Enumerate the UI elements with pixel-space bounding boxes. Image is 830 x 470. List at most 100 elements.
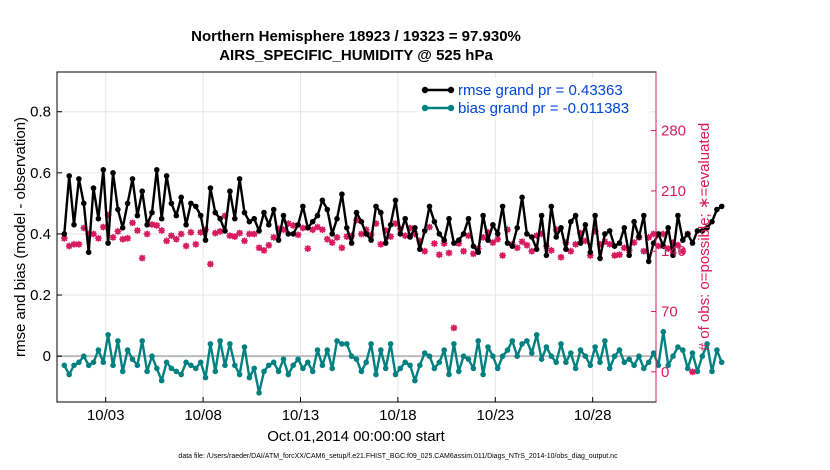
bias-point xyxy=(158,377,165,384)
rmse-point xyxy=(66,173,72,179)
bias-point xyxy=(519,341,525,347)
bias-point xyxy=(66,371,72,378)
bias-point xyxy=(480,371,486,378)
rmse-point xyxy=(397,231,404,237)
bias-point xyxy=(650,350,657,356)
bias-point xyxy=(290,362,297,369)
rmse-point xyxy=(426,203,433,210)
rmse-point xyxy=(543,252,550,259)
bias-line xyxy=(63,330,723,394)
bias-point xyxy=(699,353,706,360)
obs-point xyxy=(260,246,268,254)
obs-point-ring xyxy=(232,233,238,240)
rmse-point xyxy=(241,209,248,216)
rmse-point xyxy=(417,246,423,252)
rmse-point xyxy=(441,237,448,243)
obs-point xyxy=(679,247,687,255)
obs-point-ring xyxy=(514,245,520,251)
obs-point-ring xyxy=(329,239,335,246)
rmse-point xyxy=(154,167,160,173)
bias-point xyxy=(592,344,598,350)
rmse-point xyxy=(582,222,589,228)
bias-point xyxy=(665,362,671,369)
obs-point xyxy=(245,230,253,238)
bias-point xyxy=(329,365,336,372)
rmse-point xyxy=(558,225,564,231)
rmse-point xyxy=(85,249,92,256)
obs-point xyxy=(606,240,614,248)
obs-point-ring xyxy=(490,239,496,246)
bias-point xyxy=(436,359,443,366)
obs-point xyxy=(655,242,662,250)
bias-point xyxy=(309,368,316,375)
obs-point-ring xyxy=(334,234,340,241)
rmse-point xyxy=(538,212,545,219)
obs-point-ring xyxy=(495,236,501,242)
obs-point-ring xyxy=(236,230,243,236)
rmse-point xyxy=(412,225,418,231)
rmse-point xyxy=(616,240,623,246)
obs-point-ring xyxy=(616,251,623,258)
rmse-point xyxy=(329,231,336,237)
rmse-point xyxy=(344,225,350,231)
rmse-point xyxy=(368,237,374,243)
obs-point xyxy=(323,235,331,243)
rmse-point xyxy=(202,237,209,243)
bias-point xyxy=(548,353,555,360)
rmse-point xyxy=(499,203,506,210)
rmse-point xyxy=(641,212,647,219)
bias-point xyxy=(71,362,77,369)
rmse-point xyxy=(675,212,681,219)
bias-point xyxy=(251,365,257,372)
rmse-point xyxy=(358,218,365,225)
bias-point xyxy=(577,347,584,353)
obs-point-ring xyxy=(144,231,150,237)
obs-point-ring xyxy=(436,251,442,258)
bias-point xyxy=(709,368,715,375)
rmse-line xyxy=(63,168,723,263)
rmse-point xyxy=(548,203,555,210)
rmse-point xyxy=(319,197,326,204)
bias-point xyxy=(154,365,160,372)
rmse-point xyxy=(217,215,223,222)
rmse-point xyxy=(407,234,413,240)
bias-point xyxy=(61,362,68,369)
bias-point xyxy=(275,368,282,375)
bias-point xyxy=(655,362,662,369)
bias-point xyxy=(694,368,701,375)
rmse-point xyxy=(261,209,267,216)
obs-point xyxy=(640,247,648,255)
obs-point xyxy=(435,251,443,259)
rmse-point xyxy=(431,218,438,225)
rmse-point xyxy=(680,237,686,243)
rmse-point xyxy=(158,215,165,222)
bias-point xyxy=(680,347,686,353)
bias-point xyxy=(636,353,642,360)
rmse-point xyxy=(421,228,428,234)
rmse-point xyxy=(494,231,501,237)
y-left-tick-label: 0 xyxy=(43,348,51,365)
rmse-point xyxy=(485,237,491,243)
rmse-point xyxy=(470,243,477,249)
legend-bias-marker-left xyxy=(421,104,429,112)
rmse-point xyxy=(300,203,306,210)
bias-point xyxy=(660,328,667,335)
rmse-point xyxy=(256,228,262,234)
obs-point-ring xyxy=(641,248,647,254)
obs-point xyxy=(172,235,180,243)
rmse-point xyxy=(280,212,287,219)
bias-point xyxy=(572,365,579,372)
obs-point xyxy=(231,233,239,241)
rmse-point xyxy=(577,240,584,246)
rmse-point xyxy=(480,212,486,219)
obs-point-ring xyxy=(460,248,467,254)
rmse-point xyxy=(266,222,272,228)
obs-point xyxy=(177,230,185,238)
rmse-point xyxy=(378,209,384,216)
obs-point-ring xyxy=(100,224,107,230)
bias-point xyxy=(529,350,535,356)
obs-point xyxy=(469,250,477,258)
obs-point-ring xyxy=(163,238,170,244)
obs-point-ring xyxy=(256,245,262,251)
obs-point xyxy=(192,240,200,248)
